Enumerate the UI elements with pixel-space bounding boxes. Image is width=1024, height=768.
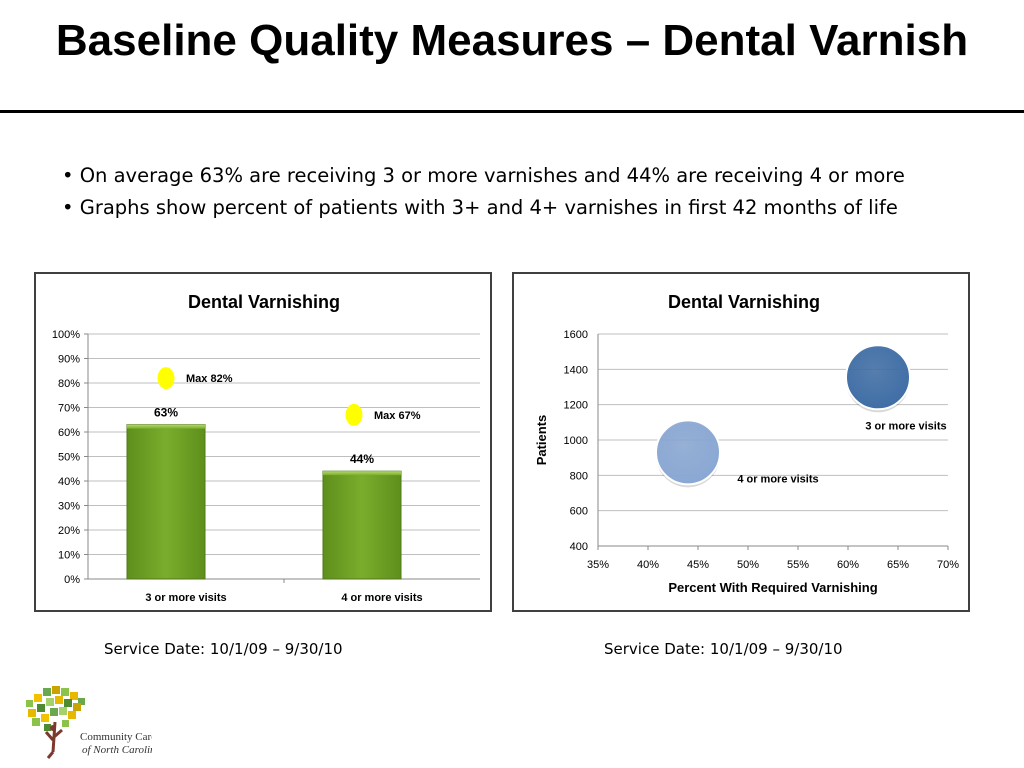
- max-marker-label: Max 67%: [374, 410, 421, 422]
- bullet-text: On average 63% are receiving 3 or more v…: [79, 164, 905, 187]
- company-logo: Community Care of North Carolina: [22, 682, 162, 762]
- bar-chart: Dental Varnishing 0% 10% 20% 30% 40% 50% 60% 70%…: [52, 292, 480, 604]
- x-tick-label: 55%: [787, 559, 809, 571]
- x-tick-label: 45%: [687, 559, 709, 571]
- bubble: [655, 419, 721, 486]
- logo-text-line2: of North Carolina: [82, 744, 152, 756]
- x-tick-label: 35%: [587, 559, 609, 571]
- logo-text-line1: Community Care: [80, 731, 152, 743]
- x-tick-label: 60%: [837, 559, 859, 571]
- chart-title: Dental Varnishing: [188, 292, 340, 312]
- bubble-chart: Dental Varnishing 400 600 800 1000 1200 1400 16…: [534, 292, 959, 595]
- y-tick-label: 1600: [564, 329, 588, 341]
- y-tick-label: 400: [570, 541, 588, 553]
- bubble-label: 4 or more visits: [737, 473, 818, 485]
- bubble-label: 3 or more visits: [865, 420, 946, 432]
- bullet-list: • On average 63% are receiving 3 or more…: [62, 160, 1002, 224]
- tree-logo-icon: Community Care of North Carolina: [26, 686, 162, 759]
- y-axis-label: Patients: [534, 415, 549, 466]
- y-tick-label: 1000: [564, 435, 588, 447]
- bullet-item: • On average 63% are receiving 3 or more…: [62, 164, 905, 187]
- x-axis-label: Percent With Required Varnishing: [668, 580, 877, 595]
- y-tick-label: 50%: [58, 452, 80, 464]
- bar-data-label: 44%: [350, 452, 374, 466]
- chart-title: Dental Varnishing: [668, 292, 820, 312]
- y-tick-label: 10%: [58, 550, 80, 562]
- y-tick-label: 800: [570, 470, 588, 482]
- bar: [322, 470, 402, 580]
- x-tick-label: 40%: [637, 559, 659, 571]
- bullet-text: Graphs show percent of patients with 3+ …: [79, 196, 898, 219]
- x-tick-label: 70%: [937, 559, 959, 571]
- x-tick-label: 65%: [887, 559, 909, 571]
- max-marker-label: Max 82%: [186, 373, 233, 385]
- y-tick-label: 1200: [564, 400, 588, 412]
- max-marker: [345, 403, 363, 426]
- service-date-right: Service Date: 10/1/09 – 9/30/10: [604, 640, 843, 658]
- service-date-left: Service Date: 10/1/09 – 9/30/10: [104, 640, 343, 658]
- bar-chart-panel: Dental Varnishing 0% 10% 20% 30% 40% 50% 60% 70%…: [34, 272, 492, 612]
- x-tick-label: 3 or more visits: [145, 592, 226, 604]
- title-divider: [0, 110, 1024, 113]
- bubble-chart-panel: Dental Varnishing 400 600 800 1000 1200 1400 16…: [512, 272, 970, 612]
- y-tick-label: 70%: [58, 403, 80, 415]
- x-tick-label: 4 or more visits: [341, 592, 422, 604]
- y-tick-label: 30%: [58, 501, 80, 513]
- slide-title: Baseline Quality Measures – Dental Varni…: [55, 16, 969, 65]
- y-tick-label: 20%: [58, 525, 80, 537]
- bar-highlight: [127, 424, 205, 429]
- y-tick-label: 1400: [564, 364, 588, 376]
- y-tick-label: 80%: [58, 378, 80, 390]
- bullet-item: • Graphs show percent of patients with 3…: [62, 196, 898, 219]
- y-tick-label: 0%: [64, 574, 80, 586]
- max-marker: [157, 367, 175, 390]
- y-tick-label: 600: [570, 506, 588, 518]
- bubble: [845, 344, 911, 411]
- bar-data-label: 63%: [154, 406, 178, 420]
- y-tick-label: 60%: [58, 427, 80, 439]
- bar: [126, 424, 206, 580]
- y-tick-label: 90%: [58, 354, 80, 366]
- y-tick-label: 100%: [52, 329, 80, 341]
- y-tick-label: 40%: [58, 476, 80, 488]
- x-tick-label: 50%: [737, 559, 759, 571]
- bar-highlight: [323, 471, 401, 476]
